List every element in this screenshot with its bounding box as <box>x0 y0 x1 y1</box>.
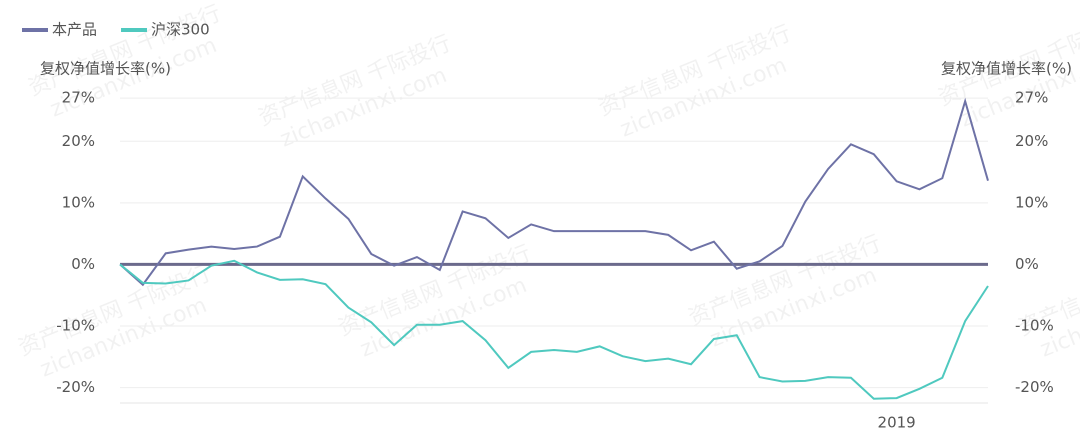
y-axis-label: 复权净值增长率(%) <box>40 60 171 78</box>
x-tick-label: 2019 <box>878 414 916 432</box>
series-line <box>119 259 989 400</box>
y2-tick-label: 0% <box>1015 255 1039 273</box>
y-tick-label: 20% <box>62 132 95 150</box>
series-line <box>119 97 989 287</box>
y2-tick-label: 20% <box>1015 132 1048 150</box>
y-tick-label: 27% <box>62 89 95 107</box>
y-tick-label: 0% <box>71 255 95 273</box>
legend-label: 沪深300 <box>151 21 210 39</box>
y2-axis-label: 复权净值增长率(%) <box>941 60 1072 78</box>
y2-tick-label: 10% <box>1015 193 1048 211</box>
y2-tick-label: -10% <box>1015 317 1054 335</box>
y2-tick-label: 27% <box>1015 89 1048 107</box>
legend-label: 本产品 <box>52 21 97 39</box>
y-tick-label: 10% <box>62 193 95 211</box>
y-tick-label: -10% <box>56 317 95 335</box>
y-tick-label: -20% <box>56 378 95 396</box>
y2-tick-label: -20% <box>1015 378 1054 396</box>
